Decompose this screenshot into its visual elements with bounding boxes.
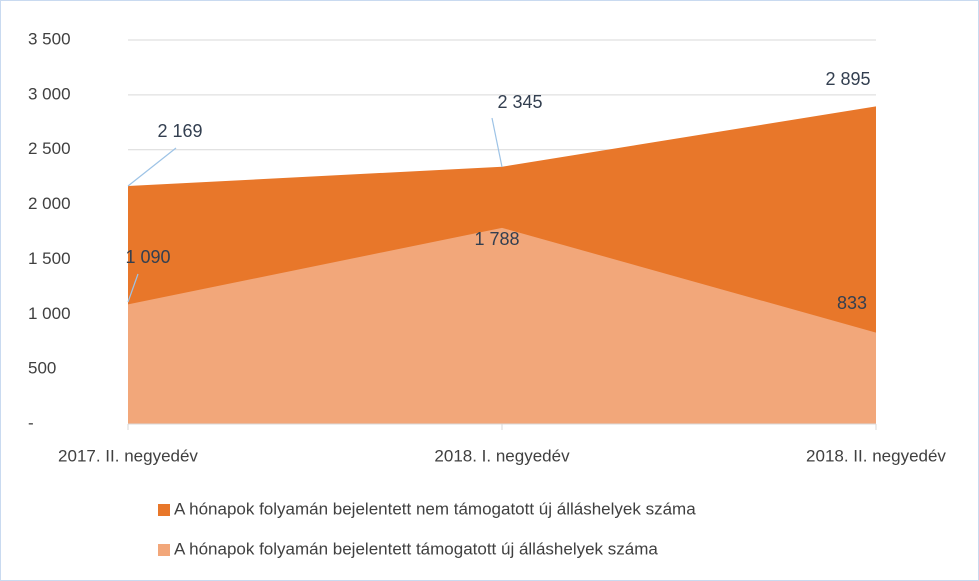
y-tick-label: 3 000 bbox=[28, 84, 71, 103]
y-tick-label: 3 500 bbox=[28, 29, 71, 48]
y-tick-label: 1 000 bbox=[28, 304, 71, 323]
x-tick-label: 2017. II. negyedév bbox=[58, 446, 198, 465]
x-tick-label: 2018. II. negyedév bbox=[806, 446, 946, 465]
area bbox=[128, 227, 876, 424]
data-label: 1 090 bbox=[125, 247, 170, 267]
legend-label: A hónapok folyamán bejelentett nem támog… bbox=[174, 499, 696, 518]
x-tick-label: 2018. I. negyedév bbox=[434, 446, 570, 465]
legend-swatch bbox=[158, 504, 170, 516]
data-label: 833 bbox=[837, 293, 867, 313]
y-tick-label: 2 000 bbox=[28, 194, 71, 213]
data-label: 2 169 bbox=[157, 121, 202, 141]
data-label: 2 895 bbox=[825, 69, 870, 89]
leader-line bbox=[127, 273, 139, 303]
y-tick-label: 500 bbox=[28, 359, 56, 378]
y-tick-label: 1 500 bbox=[28, 249, 71, 268]
legend-label: A hónapok folyamán bejelentett támogatot… bbox=[174, 539, 658, 558]
data-label: 1 788 bbox=[474, 229, 519, 249]
legend-swatch bbox=[158, 544, 170, 556]
y-tick-label: 2 500 bbox=[28, 139, 71, 158]
data-label: 2 345 bbox=[497, 92, 542, 112]
y-tick-label: - bbox=[28, 413, 34, 432]
leader-line bbox=[491, 117, 503, 168]
leader-line bbox=[127, 147, 177, 187]
